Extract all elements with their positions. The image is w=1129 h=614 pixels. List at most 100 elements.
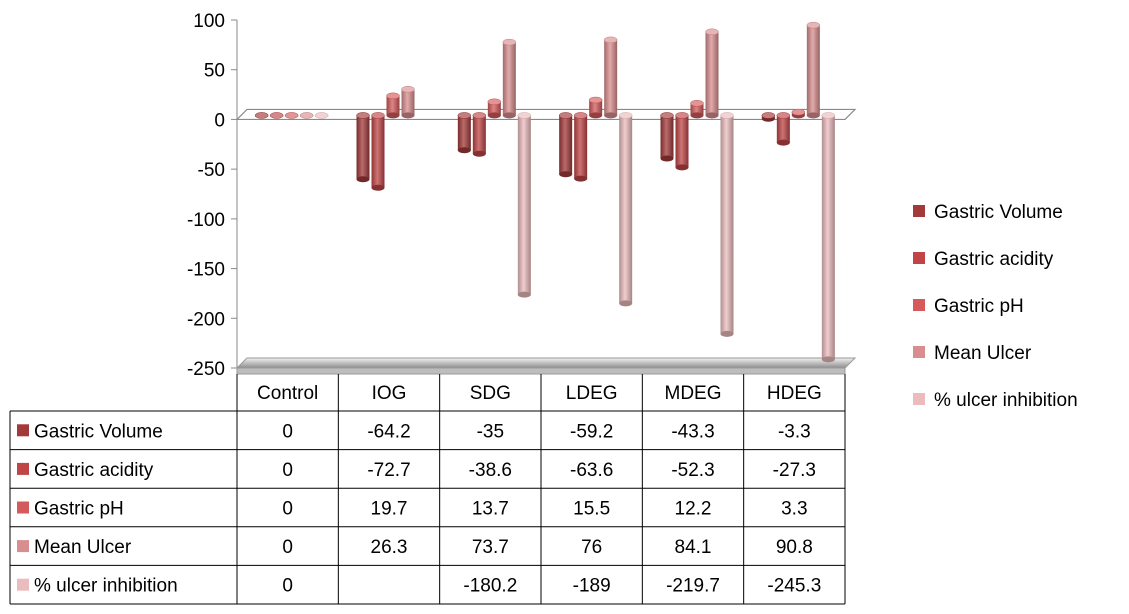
legend-label: Gastric Volume [934, 202, 1063, 223]
bar--ulcer-inhibition-hdeg [821, 112, 836, 363]
table-cell: 3.3 [781, 499, 807, 520]
legend-item: Mean Ulcer [913, 343, 1032, 364]
bar-gastric-acidity-control [269, 112, 284, 119]
x-category-label: LDEG [566, 383, 618, 404]
table-cell: 0 [282, 499, 293, 520]
zero-line [236, 108, 857, 121]
table-cell: -219.7 [666, 576, 720, 597]
bar-gastric-volume-sdg [457, 112, 472, 154]
legend-swatch [913, 205, 925, 217]
bar-gastric-volume-iog [356, 112, 370, 183]
floor-front [236, 367, 846, 375]
bar-gastric-ph-control [284, 112, 299, 119]
table-cell: -59.2 [570, 421, 613, 442]
table-cell: 0 [282, 421, 293, 442]
floor-plane [235, 357, 857, 369]
x-category-label: MDEG [665, 383, 722, 404]
table-cell: 15.5 [573, 499, 610, 520]
table-series-key [17, 462, 29, 475]
bar-gastric-acidity-ldeg [573, 112, 588, 182]
bar-gastric-ph-hdeg [791, 108, 806, 119]
bar--ulcer-inhibition-control [314, 112, 329, 119]
y-tick-label: -200 [187, 309, 225, 330]
table-cell: 76 [581, 537, 602, 558]
bar-gastric-ph-iog [386, 92, 400, 119]
table-cell: -43.3 [671, 421, 714, 442]
table-series-key [17, 540, 29, 553]
legend-swatch [913, 252, 925, 264]
legend-label: Gastric acidity [934, 249, 1054, 270]
bar-gastric-volume-hdeg [761, 112, 776, 122]
bar-mean-ulcer-mdeg [705, 28, 719, 119]
table-cell: 0 [282, 576, 293, 597]
y-tick-label: 0 [214, 110, 225, 131]
table-series-label: % ulcer inhibition [34, 576, 178, 597]
bar-gastric-acidity-sdg [472, 112, 487, 157]
table-cell: -72.7 [367, 460, 410, 481]
table-series-label: Mean Ulcer [34, 537, 132, 558]
bar-mean-ulcer-hdeg [806, 21, 821, 119]
bar-mean-ulcer-control [299, 112, 314, 119]
legend-swatch [913, 393, 925, 405]
legend-item: % ulcer inhibition [913, 390, 1078, 411]
x-category-label: SDG [470, 383, 511, 404]
table-series-label: Gastric Volume [34, 421, 163, 442]
x-category-label: HDEG [767, 383, 822, 404]
bar-gastric-volume-control [254, 112, 269, 119]
table-cell: 26.3 [371, 537, 408, 558]
bar-gastric-volume-ldeg [558, 112, 573, 178]
x-category-label: IOG [372, 383, 407, 404]
table-cell: 0 [282, 460, 293, 481]
bar-gastric-acidity-iog [371, 112, 385, 191]
legend-swatch [913, 299, 925, 311]
table-cell: 0 [282, 537, 293, 558]
table-series-key [17, 578, 29, 591]
table-cell: -3.3 [778, 421, 811, 442]
table-cell: -180.2 [463, 576, 517, 597]
y-tick-label: -250 [187, 359, 225, 380]
x-category-label: Control [257, 383, 318, 404]
table-cell: -27.3 [773, 460, 816, 481]
legend-item: Gastric pH [913, 296, 1024, 317]
legend-label: Gastric pH [934, 296, 1024, 317]
table-cell: 84.1 [675, 537, 712, 558]
bar-mean-ulcer-iog [401, 86, 415, 119]
legend-item: Gastric Volume [913, 202, 1063, 223]
table-cell: 13.7 [472, 499, 509, 520]
bar--ulcer-inhibition-sdg [517, 112, 532, 298]
y-tick-label: -100 [187, 210, 225, 231]
table-cell: -63.6 [570, 460, 613, 481]
table-cell: -64.2 [367, 421, 410, 442]
bar-gastric-acidity-hdeg [776, 112, 791, 146]
table-cell: 19.7 [371, 499, 408, 520]
y-tick-label: 50 [204, 61, 225, 82]
bar-gastric-ph-mdeg [690, 100, 704, 119]
bar--ulcer-inhibition-mdeg [720, 112, 734, 337]
bar-mean-ulcer-sdg [502, 38, 517, 119]
table-cell: -52.3 [671, 460, 714, 481]
table-series-label: Gastric pH [34, 499, 124, 520]
y-tick-label: 100 [193, 11, 225, 32]
bar-gastric-acidity-mdeg [675, 112, 689, 171]
table-series-key [17, 424, 29, 437]
legend-label: % ulcer inhibition [934, 390, 1078, 411]
table-cell: 12.2 [675, 499, 712, 520]
bar-gastric-ph-sdg [487, 98, 502, 119]
y-tick-label: -50 [198, 160, 225, 181]
bar--ulcer-inhibition-ldeg [618, 112, 633, 307]
legend-swatch [913, 346, 925, 358]
table-cell: -38.6 [469, 460, 512, 481]
legend-label: Mean Ulcer [934, 343, 1032, 364]
bar-gastric-ph-ldeg [588, 96, 603, 119]
y-tick-label: -150 [187, 260, 225, 281]
table-cell: 73.7 [472, 537, 509, 558]
legend-item: Gastric acidity [913, 249, 1054, 270]
table-series-label: Gastric acidity [34, 460, 154, 481]
table-series-key [17, 501, 29, 514]
table-cell: -245.3 [767, 576, 821, 597]
bar-gastric-volume-mdeg [660, 112, 674, 162]
table-cell: -35 [477, 421, 504, 442]
bar-mean-ulcer-ldeg [603, 36, 618, 119]
